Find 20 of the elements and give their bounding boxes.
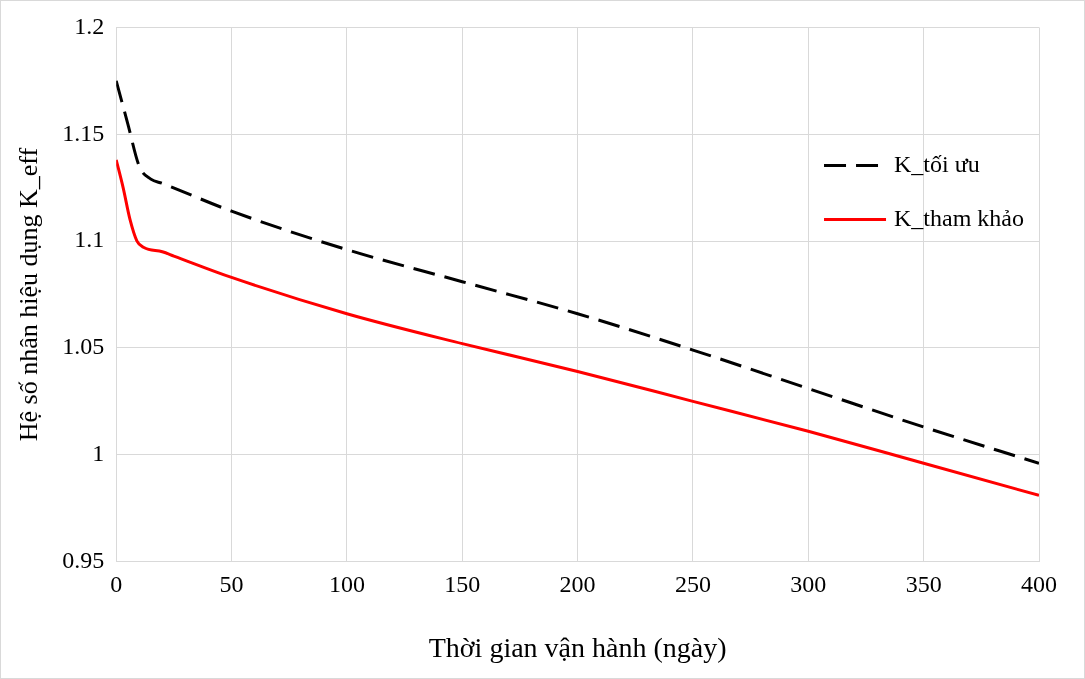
- x-tick-label: 250: [674, 571, 711, 598]
- y-tick-label: 0.95: [62, 546, 105, 573]
- legend-label: K_tối ưu: [894, 150, 980, 177]
- x-tick-label: 300: [790, 571, 827, 598]
- legend-label: K_tham khảo: [894, 204, 1025, 231]
- x-tick-label: 50: [219, 571, 244, 598]
- y-tick-label: 1.2: [74, 12, 105, 39]
- x-axis-title: Thời gian vận hành (ngày): [428, 631, 727, 663]
- x-tick-label: 150: [444, 571, 481, 598]
- y-tick-label: 1.05: [62, 333, 105, 360]
- y-axis-title: Hệ số nhân hiệu dụng K_eff: [14, 147, 44, 442]
- x-tick-label: 400: [1021, 571, 1057, 598]
- x-tick-label: 0: [110, 571, 123, 598]
- y-tick-label: 1: [92, 440, 105, 467]
- y-tick-label: 1.15: [62, 119, 105, 146]
- y-tick-label: 1.1: [74, 226, 105, 253]
- x-tick-label: 200: [559, 571, 596, 598]
- x-tick-label: 100: [328, 571, 365, 598]
- x-tick-label: 350: [905, 571, 942, 598]
- line-series: [116, 79, 1039, 465]
